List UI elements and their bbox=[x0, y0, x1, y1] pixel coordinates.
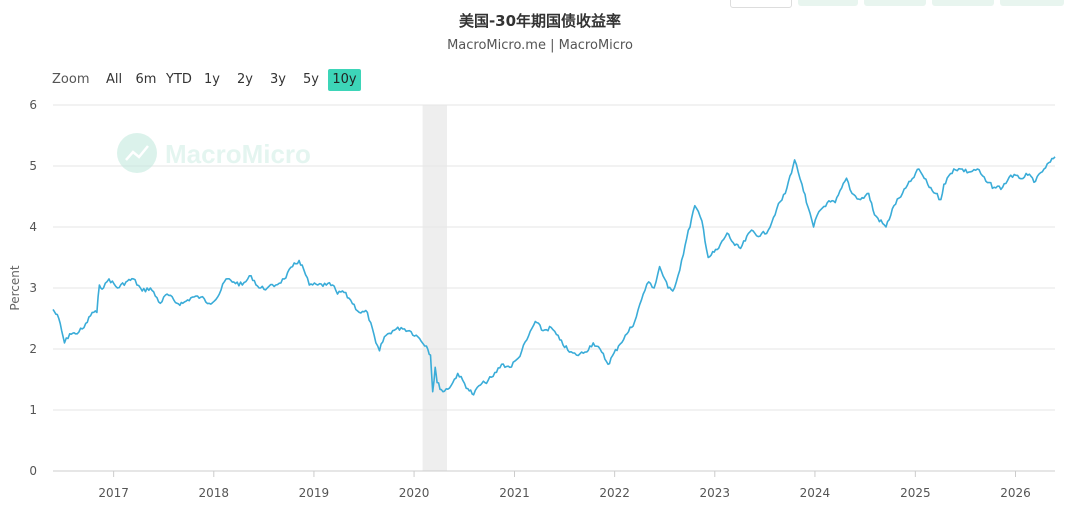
chart-logo-icon bbox=[117, 133, 157, 173]
range-button-ytd[interactable]: YTD bbox=[166, 72, 192, 87]
y-tick-label: 6 bbox=[29, 98, 37, 112]
range-button-6m[interactable]: 6m bbox=[135, 72, 157, 87]
range-button-3y[interactable]: 3y bbox=[270, 72, 286, 87]
range-button-5y[interactable]: 5y bbox=[303, 72, 319, 87]
toolbar-button-2[interactable] bbox=[798, 0, 858, 6]
range-button-10y[interactable]: 10y bbox=[328, 69, 361, 91]
watermark-logo-line bbox=[125, 145, 149, 161]
series-line bbox=[52, 156, 1056, 396]
y-tick-label: 0 bbox=[29, 464, 37, 478]
watermark: MacroMicro bbox=[117, 133, 311, 173]
x-tick-label: 2020 bbox=[399, 486, 430, 500]
toolbar-button-1[interactable] bbox=[730, 0, 792, 8]
x-tick-label: 2017 bbox=[98, 486, 129, 500]
x-axis: 2017 2018 2019 2020 2021 2022 2023 2024 2025 2026 bbox=[98, 471, 1031, 500]
chart-title: 美国-30年期国债收益率 bbox=[458, 12, 622, 30]
y-tick-label: 3 bbox=[29, 281, 37, 295]
x-tick-label: 2026 bbox=[1000, 486, 1031, 500]
range-button-1y[interactable]: 1y bbox=[204, 72, 220, 87]
y-tick-label: 4 bbox=[29, 220, 37, 234]
x-tick-label: 2023 bbox=[700, 486, 731, 500]
toolbar-button-4[interactable] bbox=[932, 0, 994, 6]
watermark-text: MacroMicro bbox=[165, 139, 311, 169]
gridlines bbox=[53, 104, 1055, 472]
y-tick-label: 2 bbox=[29, 342, 37, 356]
toolbar-button-5[interactable] bbox=[1000, 0, 1064, 6]
x-tick-label: 2018 bbox=[199, 486, 230, 500]
x-tick-label: 2024 bbox=[800, 486, 831, 500]
x-tick-label: 2025 bbox=[900, 486, 931, 500]
y-tick-label: 5 bbox=[29, 159, 37, 173]
x-tick-label: 2021 bbox=[499, 486, 530, 500]
x-tick-label: 2019 bbox=[299, 486, 330, 500]
chart-subtitle: MacroMicro.me | MacroMicro bbox=[447, 38, 633, 53]
x-tick-label: 2022 bbox=[599, 486, 630, 500]
toolbar-button-3[interactable] bbox=[864, 0, 926, 6]
range-button-2y[interactable]: 2y bbox=[237, 72, 253, 87]
y-axis: 0 1 2 3 4 5 6 bbox=[29, 98, 37, 478]
y-axis-title: Percent bbox=[8, 265, 22, 310]
zoom-label: Zoom bbox=[52, 72, 90, 87]
y-tick-label: 1 bbox=[29, 403, 37, 417]
range-button-all[interactable]: All bbox=[105, 72, 123, 87]
